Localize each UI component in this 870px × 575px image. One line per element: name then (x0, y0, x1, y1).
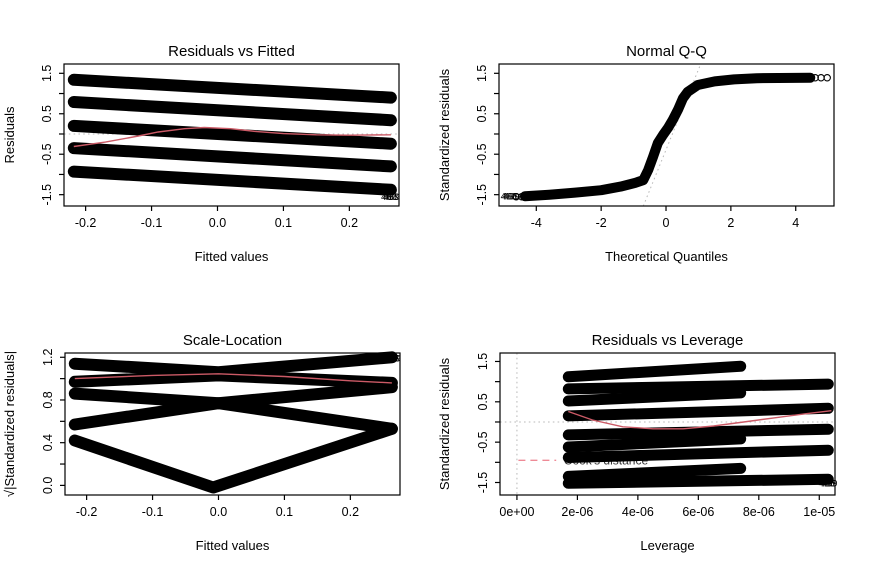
data-point-band (562, 473, 834, 489)
panel-title: Residuals vs Fitted (168, 43, 295, 60)
x-axis-title: Fitted values (196, 538, 270, 553)
point-index-label: 460 (381, 192, 397, 203)
reference-line (642, 63, 702, 207)
y-tick-label: 0.5 (476, 393, 490, 410)
y-tick-label: -0.5 (40, 143, 54, 165)
y-tick-label: -1.5 (475, 184, 489, 206)
x-tick-label: 0.2 (341, 216, 358, 230)
point-index-label: 469 (504, 192, 520, 203)
y-tick-label: -0.5 (476, 431, 490, 453)
y-tick-label: 1.5 (476, 353, 490, 370)
data-point-band (68, 351, 398, 379)
y-tick-label: 0.8 (41, 391, 55, 408)
plot-box (499, 352, 836, 496)
data-point-band (562, 462, 747, 482)
data-point-band (67, 165, 397, 196)
data-point-band (562, 402, 834, 422)
point-index-label: 460 (382, 353, 398, 364)
x-tick-label: 1e-05 (803, 505, 835, 519)
outlier-point (517, 192, 526, 201)
x-tick-label: -0.1 (141, 216, 163, 230)
y-tick-label: -0.5 (475, 143, 489, 165)
data-point-band (562, 360, 747, 383)
x-tick-label: 8e-06 (743, 505, 775, 519)
x-tick-label: 0 (663, 216, 670, 230)
x-tick-label: 0e+00 (499, 505, 534, 519)
y-tick-label: 0.0 (41, 477, 55, 494)
x-tick-label: 6e-06 (682, 505, 714, 519)
point-index-label: 468 (502, 192, 518, 203)
y-tick-label: 1.5 (40, 65, 54, 82)
point-index-label: 469 (384, 192, 400, 203)
data-point-band (562, 387, 747, 407)
data-point-band (67, 96, 397, 127)
point-index-label: 460 (819, 478, 835, 489)
point-index-label: 469 (822, 478, 838, 489)
y-tick-label: 0.5 (475, 105, 489, 122)
data-point-band (67, 73, 397, 104)
y-tick-label: 0.5 (40, 105, 54, 122)
data-point-band (67, 142, 397, 173)
plot-box (64, 352, 401, 496)
x-tick-label: 2 (727, 216, 734, 230)
data-point-band (519, 72, 816, 202)
x-tick-label: 2e-06 (561, 505, 593, 519)
data-point-band (562, 378, 834, 395)
data-point-band (562, 433, 747, 453)
panel-scale-location: -0.2 -0.1 0.0 0.1 0.2 0.0 0.4 0.8 1.2 Fitted valu… (2, 332, 401, 553)
y-axis-title: Residuals (2, 106, 17, 164)
data-point-band (562, 423, 834, 441)
x-tick-label: 0.0 (210, 505, 227, 519)
x-tick-label: 0.1 (275, 216, 292, 230)
y-axis-title: √|Standardized residuals| (2, 351, 17, 497)
panel-normal-qq: -4 -2 0 2 4 -1.5 -0.5 0.5 1.5 Theoretical Quantil… (437, 43, 835, 264)
x-tick-label: 4e-06 (622, 505, 654, 519)
x-axis-title: Theoretical Quantiles (605, 249, 728, 264)
outlier-point (811, 74, 819, 82)
y-tick-label: 1.2 (41, 349, 55, 366)
panel-title: Normal Q-Q (626, 43, 707, 60)
panel-residuals-vs-fitted: -0.2 -0.1 0.0 0.1 0.2 -1.5 -0.5 0.5 1.5 Fitted va… (2, 43, 400, 264)
outlier-point (523, 192, 531, 201)
y-tick-label: -1.5 (40, 184, 54, 206)
point-index-label: 468 (383, 353, 399, 364)
x-tick-label: -0.2 (76, 505, 98, 519)
data-point-band (68, 422, 398, 494)
x-tick-label: -2 (596, 216, 607, 230)
y-axis-title: Standardized residuals (437, 68, 452, 201)
x-tick-label: 4 (792, 216, 799, 230)
x-tick-label: 0.2 (342, 505, 359, 519)
x-tick-label: -0.2 (75, 216, 97, 230)
y-axis-title: Standardized residuals (437, 357, 452, 490)
smoother-line (568, 410, 832, 430)
smoother-line (74, 373, 392, 384)
panel-title: Residuals vs Leverage (592, 332, 744, 349)
point-index-label: 468 (820, 478, 836, 489)
point-index-label: 468 (382, 192, 398, 203)
plot-box (63, 63, 400, 207)
data-point-band (68, 397, 398, 435)
y-tick-label: 0.4 (41, 434, 55, 451)
data-point-band (67, 119, 397, 150)
panel-title: Scale-Location (183, 332, 282, 349)
x-axis-title: Leverage (640, 538, 694, 553)
data-point-band (562, 444, 834, 463)
point-index-label: 460 (501, 192, 517, 203)
x-tick-label: 0.0 (209, 216, 226, 230)
x-tick-label: -0.1 (142, 505, 164, 519)
smoother-line (73, 126, 391, 148)
outlier-point (823, 74, 831, 82)
y-tick-label: -1.5 (476, 472, 490, 494)
x-axis-title: Fitted values (195, 249, 269, 264)
x-tick-label: 0.1 (276, 505, 293, 519)
x-tick-label: -4 (531, 216, 542, 230)
outlier-point (512, 192, 520, 201)
y-tick-label: 1.5 (475, 65, 489, 82)
point-index-label: 469 (385, 353, 401, 364)
